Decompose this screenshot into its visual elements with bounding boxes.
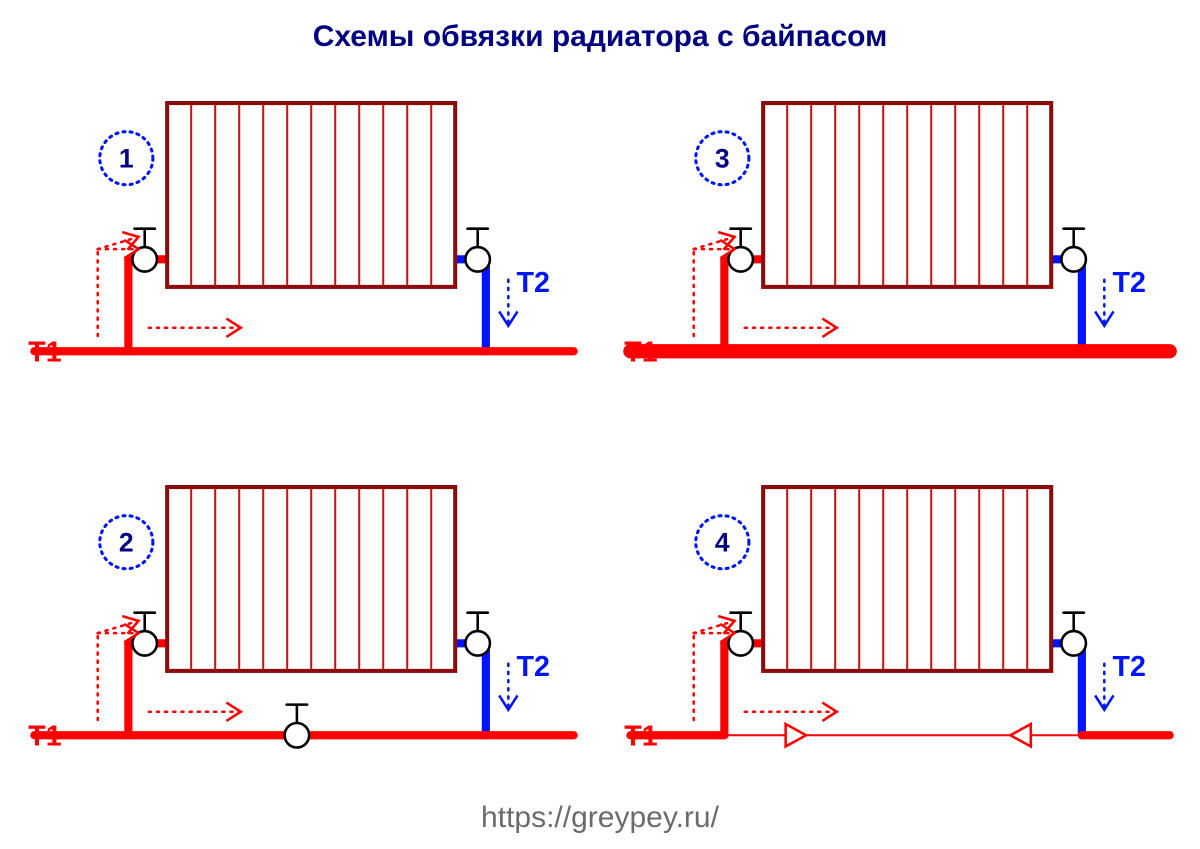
svg-text:Т1: Т1: [624, 720, 657, 752]
svg-text:Т1: Т1: [28, 336, 61, 368]
svg-text:Т2: Т2: [517, 267, 550, 299]
scheme-cell-4: Т1 Т2 4: [612, 460, 1184, 796]
scheme-cell-3: Т1 Т2 3: [612, 76, 1184, 412]
svg-text:1: 1: [119, 143, 134, 173]
page: Схемы обвязки радиатора с байпасом Т1 Т2 1…: [0, 0, 1200, 849]
svg-text:Т2: Т2: [1113, 651, 1146, 683]
svg-text:Т1: Т1: [28, 720, 61, 752]
svg-text:4: 4: [715, 527, 730, 557]
svg-text:Т2: Т2: [517, 651, 550, 683]
scheme-4-diagram: Т1 Т2 4: [612, 460, 1184, 796]
scheme-cell-2: Т1 Т2 2: [16, 460, 588, 796]
svg-text:2: 2: [119, 527, 134, 557]
svg-text:Т2: Т2: [1113, 267, 1146, 299]
svg-text:Т1: Т1: [624, 336, 657, 368]
diagram-grid: Т1 Т2 1 Т1 Т2 3 Т1 Т2 2 Т1 Т2 4: [16, 76, 1184, 796]
scheme-3-diagram: Т1 Т2 3: [612, 76, 1184, 412]
source-url: https://greypey.ru/: [0, 801, 1200, 835]
scheme-2-diagram: Т1 Т2 2: [16, 460, 588, 796]
scheme-cell-1: Т1 Т2 1: [16, 76, 588, 412]
scheme-1-diagram: Т1 Т2 1: [16, 76, 588, 412]
page-title: Схемы обвязки радиатора с байпасом: [0, 20, 1200, 54]
svg-text:3: 3: [715, 143, 730, 173]
